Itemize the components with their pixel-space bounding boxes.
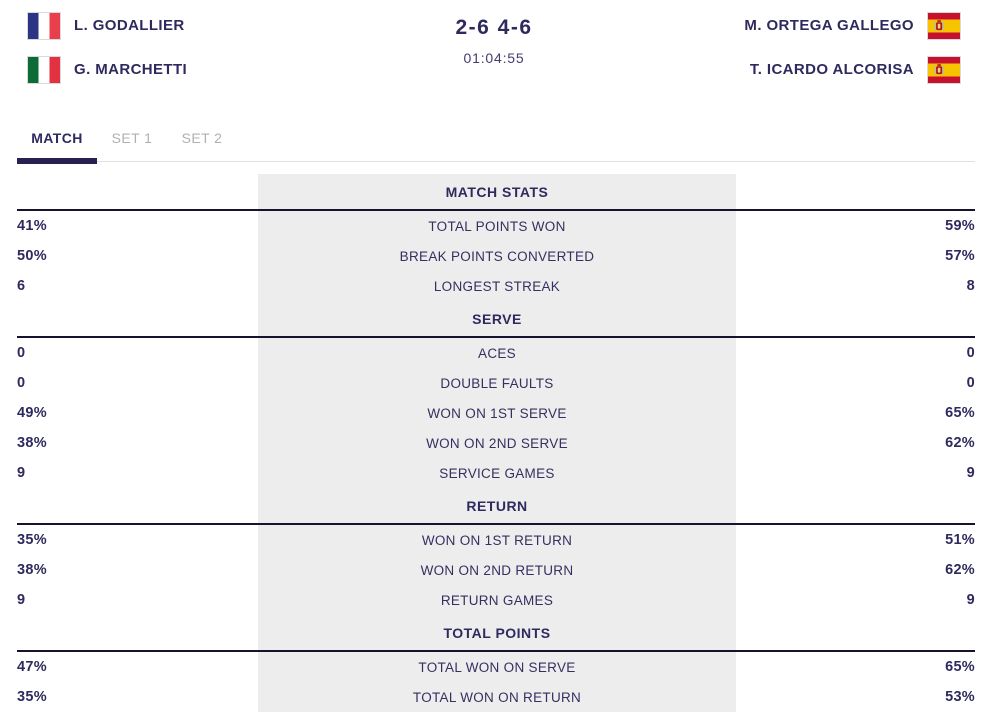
score-block: 2-6 4-6 01:04:55 xyxy=(337,11,651,66)
section-header: MATCH STATS xyxy=(17,174,975,211)
section-spacer xyxy=(17,301,258,336)
section-title: MATCH STATS xyxy=(258,174,736,209)
stat-row: 49% WON ON 1ST SERVE 65% xyxy=(17,398,975,428)
stat-label: DOUBLE FAULTS xyxy=(258,368,736,398)
section-header: SERVE xyxy=(17,301,975,338)
section-title: RETURN xyxy=(258,488,736,523)
section-title: SERVE xyxy=(258,301,736,336)
stats-table: MATCH STATS 41% TOTAL POINTS WON 59% 50% BREA… xyxy=(17,174,975,712)
stat-value-right: 8 xyxy=(966,278,975,294)
player-name: G. MARCHETTI xyxy=(74,61,188,78)
stat-value-right: 65% xyxy=(945,659,975,675)
stat-value-left: 50% xyxy=(17,248,47,264)
stat-value-left: 38% xyxy=(17,562,47,578)
stat-value-right: 9 xyxy=(966,592,975,608)
section-spacer xyxy=(17,488,258,523)
player-name: T. ICARDO ALCORISA xyxy=(749,61,914,78)
section-spacer xyxy=(736,488,975,523)
stat-value-left: 0 xyxy=(17,345,26,361)
scoreboard: L. GODALLIER G. MARCHETTI 2-6 4-6 01:04:… xyxy=(0,0,988,108)
section-spacer xyxy=(736,301,975,336)
player-name: L. GODALLIER xyxy=(74,17,185,34)
stat-value-left: 35% xyxy=(17,532,47,548)
stat-label: RETURN GAMES xyxy=(258,585,736,615)
stat-row: 6 LONGEST STREAK 8 xyxy=(17,271,975,301)
stat-label: TOTAL WON ON SERVE xyxy=(258,652,736,682)
stat-value-right: 57% xyxy=(945,248,975,264)
stat-value-left: 35% xyxy=(17,689,47,705)
stat-row: 50% BREAK POINTS CONVERTED 57% xyxy=(17,241,975,271)
stat-label: SERVICE GAMES xyxy=(258,458,736,488)
stat-row: 38% WON ON 2ND RETURN 62% xyxy=(17,555,975,585)
stat-row: 35% TOTAL WON ON RETURN 53% xyxy=(17,682,975,712)
stat-value-left: 41% xyxy=(17,218,47,234)
section-spacer xyxy=(17,615,258,650)
tab-set-1[interactable]: SET 1 xyxy=(111,130,153,146)
stat-value-left: 49% xyxy=(17,405,47,421)
stat-label: WON ON 2ND SERVE xyxy=(258,428,736,458)
stat-value-right: 53% xyxy=(945,689,975,705)
tab-match[interactable]: MATCH xyxy=(17,126,97,164)
player-row: G. MARCHETTI xyxy=(27,55,337,84)
stat-value-right: 0 xyxy=(966,345,975,361)
stat-row: 0 ACES 0 xyxy=(17,338,975,368)
player-name: M. ORTEGA GALLEGO xyxy=(744,17,914,34)
stat-label: WON ON 1ST RETURN xyxy=(258,525,736,555)
stat-value-right: 51% xyxy=(945,532,975,548)
section-spacer xyxy=(736,615,975,650)
player-row: L. GODALLIER xyxy=(27,11,337,40)
stat-value-left: 6 xyxy=(17,278,26,294)
stat-value-left: 9 xyxy=(17,465,26,481)
stat-value-left: 38% xyxy=(17,435,47,451)
stat-row: 0 DOUBLE FAULTS 0 xyxy=(17,368,975,398)
stat-label: TOTAL WON ON RETURN xyxy=(258,682,736,712)
stat-label: TOTAL POINTS WON xyxy=(258,211,736,241)
stat-value-right: 62% xyxy=(945,562,975,578)
stat-row: 38% WON ON 2ND SERVE 62% xyxy=(17,428,975,458)
match-duration: 01:04:55 xyxy=(463,50,525,66)
team-left: L. GODALLIER G. MARCHETTI xyxy=(27,11,337,84)
stat-row: 35% WON ON 1ST RETURN 51% xyxy=(17,525,975,555)
stat-value-right: 65% xyxy=(945,405,975,421)
section-header: TOTAL POINTS xyxy=(17,615,975,652)
stat-row: 47% TOTAL WON ON SERVE 65% xyxy=(17,652,975,682)
italy-flag-icon xyxy=(27,55,61,84)
stat-value-left: 47% xyxy=(17,659,47,675)
stat-value-right: 62% xyxy=(945,435,975,451)
section-spacer xyxy=(17,174,258,209)
stat-label: WON ON 2ND RETURN xyxy=(258,555,736,585)
stat-value-right: 9 xyxy=(966,465,975,481)
stat-row: 41% TOTAL POINTS WON 59% xyxy=(17,211,975,241)
stat-value-right: 59% xyxy=(945,218,975,234)
player-row: M. ORTEGA GALLEGO xyxy=(651,11,961,40)
stat-row: 9 SERVICE GAMES 9 xyxy=(17,458,975,488)
team-right: M. ORTEGA GALLEGO T. ICARDO ALCORISA xyxy=(651,11,961,84)
tab-set-2[interactable]: SET 2 xyxy=(181,130,223,146)
stat-label: LONGEST STREAK xyxy=(258,271,736,301)
stat-row: 9 RETURN GAMES 9 xyxy=(17,585,975,615)
spain-flag-icon xyxy=(927,55,961,84)
section-title: TOTAL POINTS xyxy=(258,615,736,650)
france-flag-icon xyxy=(27,11,61,40)
spain-flag-icon xyxy=(927,11,961,40)
stat-value-left: 9 xyxy=(17,592,26,608)
stats-tabs: MATCH SET 1 SET 2 xyxy=(17,126,975,164)
stat-label: BREAK POINTS CONVERTED xyxy=(258,241,736,271)
stat-label: ACES xyxy=(258,338,736,368)
section-spacer xyxy=(736,174,975,209)
match-score: 2-6 4-6 xyxy=(455,16,533,39)
section-header: RETURN xyxy=(17,488,975,525)
stat-value-right: 0 xyxy=(966,375,975,391)
player-row: T. ICARDO ALCORISA xyxy=(651,55,961,84)
stat-value-left: 0 xyxy=(17,375,26,391)
stat-label: WON ON 1ST SERVE xyxy=(258,398,736,428)
